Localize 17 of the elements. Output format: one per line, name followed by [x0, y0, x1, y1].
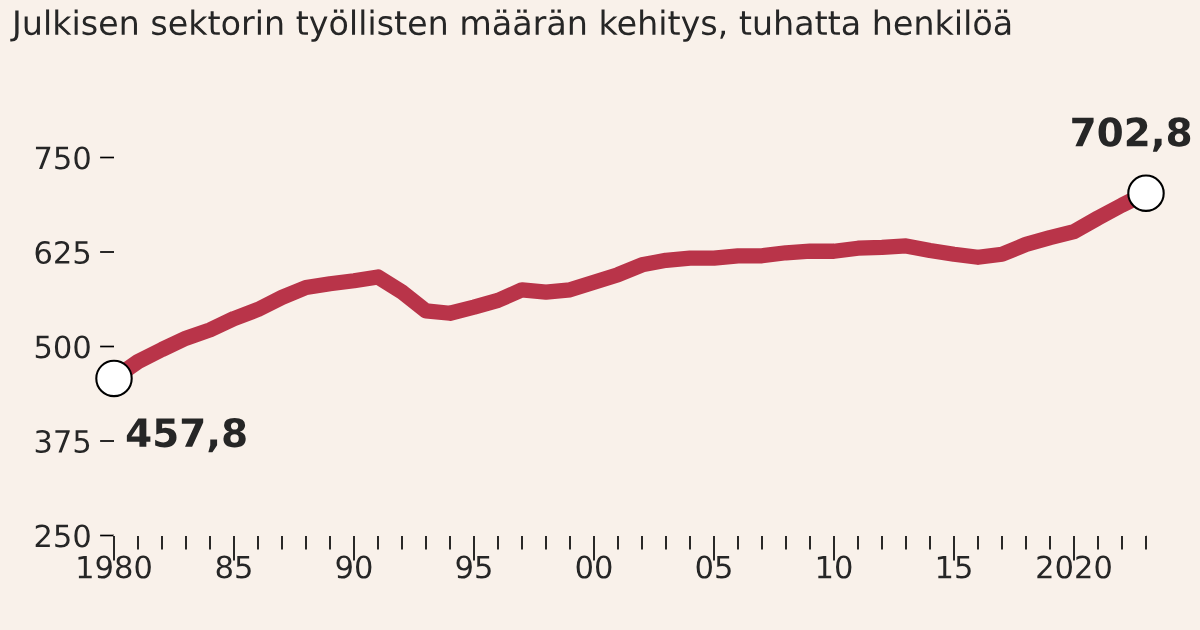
- x-tick-label: 95: [456, 555, 491, 579]
- y-tick-label: 625: [35, 240, 90, 265]
- annotation: 702,8: [1072, 117, 1191, 152]
- y-tick-label: 250: [35, 524, 90, 548]
- x-tick-label: 1980: [78, 555, 151, 579]
- x-tick-label: 2020: [1037, 555, 1111, 579]
- y-tick-label: 375: [35, 429, 90, 454]
- y-tick-label: 750: [35, 146, 90, 170]
- x-tick-label: 10: [817, 555, 852, 579]
- x-tick-label: 15: [937, 555, 971, 579]
- chart-title: Julkisen sektorin työllisten määrän kehitys, tuhatta henkilöä: [10, 9, 1011, 42]
- y-tick-label: 500: [35, 335, 90, 359]
- x-tick-label: 85: [216, 555, 251, 579]
- annotation: 457,8: [126, 417, 246, 453]
- x-tick-label: 00: [576, 555, 612, 579]
- x-tick-label: 90: [336, 555, 372, 579]
- x-tick-label: 05: [696, 555, 731, 579]
